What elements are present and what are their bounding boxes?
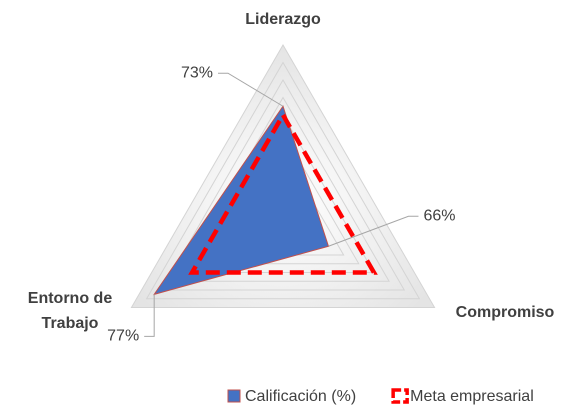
category-label: Compromiso [456,304,555,321]
legend-marker [227,389,241,403]
leader-line [218,72,284,107]
grid-ring [160,79,406,291]
series-line [188,110,378,275]
series-area [152,105,330,296]
grid-ring [145,61,421,300]
category-label: Liderazgo [245,11,321,28]
data-label: 66% [423,207,455,224]
data-label: 73% [181,64,213,81]
legend-label: Meta empresarial [410,388,534,405]
category-label: Entorno de Trabajo [27,290,113,332]
legend-label: Calificación (%) [245,388,356,405]
data-label: 77% [107,328,139,345]
legend-marker [391,388,409,404]
grid-ring [130,43,436,308]
leader-line [328,215,419,247]
leader-line [144,294,155,337]
